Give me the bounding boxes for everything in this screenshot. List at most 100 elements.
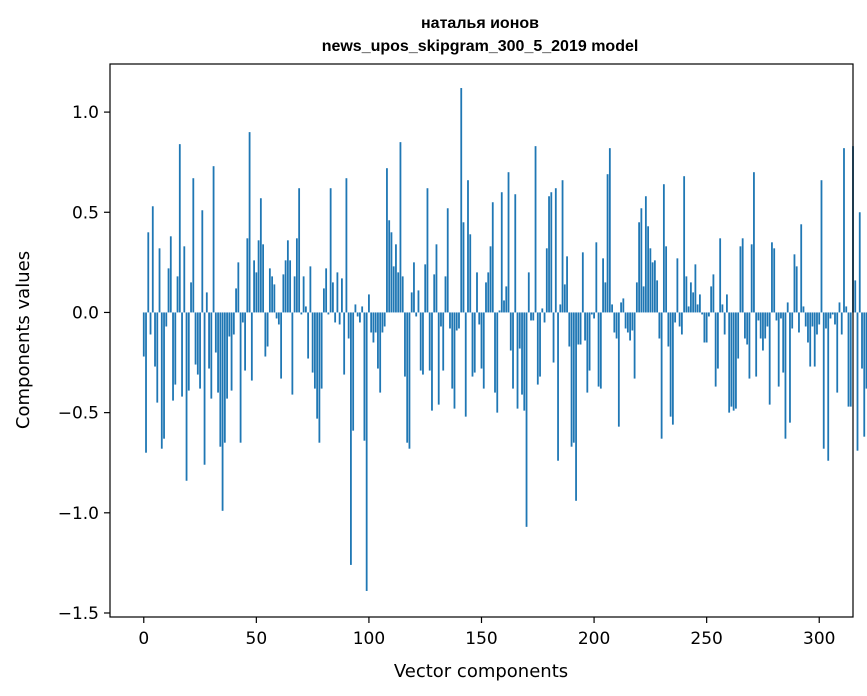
bar-226	[651, 262, 654, 313]
bar-28	[205, 292, 208, 313]
bar-42	[237, 262, 240, 313]
bar-110	[390, 232, 393, 313]
bar-59	[275, 312, 278, 319]
bar-282	[777, 312, 780, 387]
bar-88	[341, 278, 343, 313]
bar-185	[559, 304, 562, 313]
bar-215	[626, 312, 629, 333]
bar-294	[804, 312, 807, 327]
bar-17	[181, 312, 183, 397]
bar-188	[566, 256, 568, 313]
bar-317	[856, 312, 859, 451]
bar-11	[167, 268, 170, 313]
bar-133	[442, 312, 445, 371]
bar-53	[262, 244, 264, 313]
bar-8	[160, 312, 163, 449]
bar-151	[482, 312, 485, 389]
bar-79	[320, 312, 323, 389]
bar-269	[748, 312, 751, 379]
bar-211	[617, 312, 620, 427]
bar-236	[674, 312, 677, 323]
bar-172	[530, 312, 532, 321]
bar-178	[543, 312, 546, 323]
bar-108	[386, 168, 388, 313]
bar-123	[419, 312, 422, 371]
bar-174	[534, 146, 537, 313]
bar-256	[719, 238, 722, 313]
bar-90	[345, 178, 348, 313]
x-tick-label: 300	[803, 629, 835, 649]
bar-2	[147, 232, 150, 313]
bar-117	[406, 312, 409, 443]
bar-221	[640, 208, 643, 313]
y-tick-label: −1.0	[58, 504, 99, 524]
bar-40	[232, 312, 235, 335]
bar-24	[196, 312, 199, 375]
bar-30	[210, 312, 213, 399]
bar-126	[426, 188, 429, 313]
bar-62	[282, 274, 285, 313]
bar-197	[586, 312, 589, 393]
x-tick-label: 250	[690, 629, 722, 649]
bar-114	[399, 142, 402, 313]
bar-115	[401, 276, 404, 313]
bar-182	[552, 312, 555, 363]
bar-242	[687, 306, 690, 313]
bar-141	[460, 88, 463, 313]
bar-239	[680, 312, 683, 335]
bar-167	[518, 312, 521, 349]
x-tick-label: 0	[138, 629, 149, 649]
bar-99	[365, 312, 368, 591]
bar-77	[316, 312, 319, 419]
bar-208	[611, 304, 613, 313]
bar-132	[440, 312, 442, 327]
bar-179	[545, 248, 548, 313]
bar-84	[332, 282, 334, 313]
bar-91	[347, 312, 350, 339]
bar-98	[363, 312, 366, 441]
bar-156	[494, 312, 496, 393]
bar-157	[496, 312, 499, 413]
bar-97	[361, 306, 364, 313]
bar-218	[633, 312, 636, 379]
bar-297	[811, 312, 814, 327]
bar-41	[235, 288, 237, 313]
bar-313	[847, 312, 850, 407]
bar-25	[199, 312, 201, 389]
bar-303	[825, 312, 827, 329]
bar-37	[226, 312, 228, 399]
bar-271	[753, 172, 755, 313]
bar-15	[176, 276, 179, 313]
bar-263	[735, 312, 737, 409]
bar-209	[613, 312, 616, 333]
x-tick-label: 150	[465, 629, 497, 649]
x-axis-label: Vector components	[394, 661, 568, 682]
bar-312	[845, 306, 848, 313]
bar-319	[861, 312, 863, 369]
bar-304	[827, 312, 830, 461]
bar-225	[649, 248, 652, 313]
bar-38	[228, 312, 231, 337]
bar-49	[253, 260, 255, 313]
bar-92	[350, 312, 352, 565]
bar-18	[183, 246, 186, 313]
bar-171	[527, 272, 530, 313]
bar-318	[858, 212, 861, 313]
bar-237	[676, 258, 679, 313]
bar-316	[854, 280, 857, 313]
bar-112	[395, 244, 397, 313]
bar-14	[174, 312, 177, 385]
bar-138	[453, 312, 456, 409]
bar-233	[667, 312, 670, 347]
y-axis-ticks: −1.5 −1.0 −0.5 0.0 0.5 1.0	[58, 103, 110, 624]
bar-214	[624, 312, 627, 329]
bar-1	[145, 312, 147, 453]
bar-19	[185, 312, 188, 481]
bar-142	[462, 222, 465, 313]
bar-129	[433, 274, 436, 313]
bar-272	[755, 312, 758, 377]
bar-181	[550, 192, 553, 313]
bar-89	[343, 312, 346, 375]
bar-259	[726, 294, 728, 313]
bar-116	[404, 312, 406, 377]
